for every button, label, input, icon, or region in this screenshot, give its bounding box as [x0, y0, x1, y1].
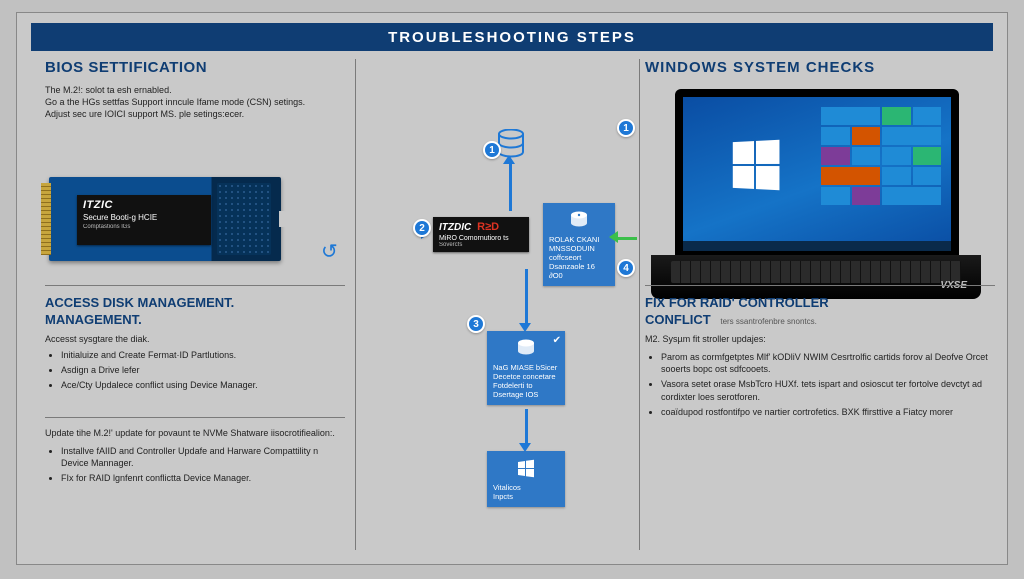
fix-heading2: CONFLICT ters ssantrofenbre snontcs. [645, 312, 995, 327]
fb1-t1: ROLAK CKANI [549, 235, 609, 244]
ssd-brand: ITZIC [83, 199, 205, 211]
ssd-label: ITZIC Secure Booti-g HCIE Comptastions l… [77, 195, 211, 245]
taskbar [683, 241, 951, 251]
disk-block: ACCESS DISK MANAGEMENT. MANAGEMENT. Acce… [45, 295, 345, 395]
page-title: TROUBLESHOOTING STEPS [388, 29, 636, 46]
disk-b2: Asdign a Drive lefer [61, 364, 345, 376]
ssd-chips [217, 183, 271, 255]
fix-b3: coaïdupod rostfontifpo ve nartier cortro… [661, 406, 995, 418]
windows-logo [733, 140, 780, 190]
fix-lead: M2. Sysµm fit stroller updajes: [645, 333, 995, 345]
fix-heading: FIX FOR RAID' CONTROLLER [645, 295, 995, 310]
update-bullets: Installve fAIID and Controller Updafe an… [45, 445, 345, 484]
raid-red: R≥D [477, 221, 499, 233]
raid-line2: Sovercfs [439, 242, 523, 248]
badge-1b: 1 [617, 119, 635, 137]
laptop-illustration: VXSE [651, 89, 981, 299]
title-bar: TROUBLESHOOTING STEPS [31, 23, 993, 51]
fb2-t3: Fotdelerti to [493, 381, 559, 390]
right-column: WINDOWS SYSTEM CHECKS [645, 59, 995, 84]
start-tiles [821, 107, 941, 205]
disk-heading2: MANAGEMENT. [45, 312, 345, 327]
disk-heading: ACCESS DISK MANAGEMENT. [45, 295, 345, 310]
divider-2 [639, 59, 640, 550]
left-column: BIOS SETTIFICATION The M.2!: solot ta es… [45, 59, 345, 120]
badge-1: 1 [483, 141, 501, 159]
fix-b2: Vasora setet orase MsbTcro HUXf. tets is… [661, 378, 995, 402]
badge-4: 4 [617, 259, 635, 277]
flow-box-1: ROLAK CKANI MNSSODUIN coffcseort Dsanzao… [543, 203, 615, 286]
flow-box-2: ✔ NaG MIASE bSicer Decetce concetare Fot… [487, 331, 565, 405]
ssd-line2: Comptastions lGs [83, 224, 205, 230]
laptop-base: VXSE [651, 255, 981, 299]
refresh-icon: ↺ [321, 239, 338, 264]
infographic-frame: TROUBLESHOOTING STEPS BIOS SETTIFICATION… [16, 12, 1008, 565]
arrowhead-green [609, 231, 618, 243]
badge-3: 3 [467, 315, 485, 333]
fb2-t4: Dsertage IOS [493, 390, 559, 399]
arrow-green [617, 237, 637, 240]
fb1-t2: MNSSODUIN [549, 244, 609, 253]
fb3-t2: Inpcts [493, 492, 559, 501]
laptop-desktop [683, 97, 951, 251]
ssd-illustration: ITZIC Secure Booti-g HCIE Comptastions l… [49, 177, 281, 261]
fb2-t2: Decetce concetare [493, 372, 559, 381]
update-b1: Installve fAIID and Controller Updafe an… [61, 445, 345, 469]
update-lead: Update tihe M.2!' update for povaunt te … [45, 427, 345, 439]
disk-b1: Initialuize and Create Fermat·ID Partlut… [61, 349, 345, 361]
update-b2: FIx for RAID lgnfenrt conflictta Device … [61, 472, 345, 484]
windows-icon [515, 457, 537, 479]
raid-chip: ITZDIC R≥D MiRO Comornutioro ts Sovercfs [433, 217, 529, 252]
disk-icon [568, 209, 590, 231]
arrowhead-2 [519, 323, 531, 332]
arrow-1 [509, 161, 512, 211]
bios-p3: Adjust sec ure IOICI support MS. ple set… [45, 108, 345, 120]
ssd-line1: Secure Booti-g HCIE [83, 213, 205, 222]
bios-p1: The M.2!: solot ta esh ernabled. [45, 84, 345, 96]
arrowhead-1 [503, 155, 515, 164]
storage-icon [515, 337, 537, 359]
laptop-screen [675, 89, 959, 259]
fb3-t1: Vitalicos [493, 483, 559, 492]
bios-p2: Go a the HGs settfas Support inncule Ifa… [45, 96, 345, 108]
fix-block: FIX FOR RAID' CONTROLLER CONFLICT ters s… [645, 295, 995, 421]
fb1-t4: Dsanzaole 16 ∂O0 [549, 262, 609, 280]
flow-box-3: Vitalicos Inpcts [487, 451, 565, 507]
disk-b3: Ace/Cty Updalece conflict using Device M… [61, 379, 345, 391]
left-hdiv-2 [45, 417, 345, 418]
divider-1 [355, 59, 356, 550]
bios-heading: BIOS SETTIFICATION [45, 59, 345, 76]
fb1-t3: coffcseort [549, 253, 609, 262]
disk-bullets: Initialuize and Create Fermat·ID Partlut… [45, 349, 345, 391]
update-block: Update tihe M.2!' update for povaunt te … [45, 427, 345, 488]
raid-line: MiRO Comornutioro ts [439, 235, 523, 242]
badge-2: 2 [413, 219, 431, 237]
raid-brand: ITZDIC [439, 222, 471, 233]
disk-lead: Accesst sysgtare the diak. [45, 333, 345, 345]
fix-bullets: Parom as cormfgetptes Mlf' kODliV NWIM C… [645, 351, 995, 418]
laptop-keyboard [671, 261, 961, 283]
arrow-2 [525, 269, 528, 327]
check-icon: ✔ [553, 335, 561, 346]
left-hdiv-1 [45, 285, 345, 286]
right-hdiv [645, 285, 995, 286]
ssd-contacts [41, 183, 51, 255]
fix-b1: Parom as cormfgetptes Mlf' kODliV NWIM C… [661, 351, 995, 375]
windows-heading: WINDOWS SYSTEM CHECKS [645, 59, 995, 76]
arrowhead-3 [519, 443, 531, 452]
fb2-t1: NaG MIASE bSicer [493, 363, 559, 372]
arrow-3 [525, 409, 528, 447]
